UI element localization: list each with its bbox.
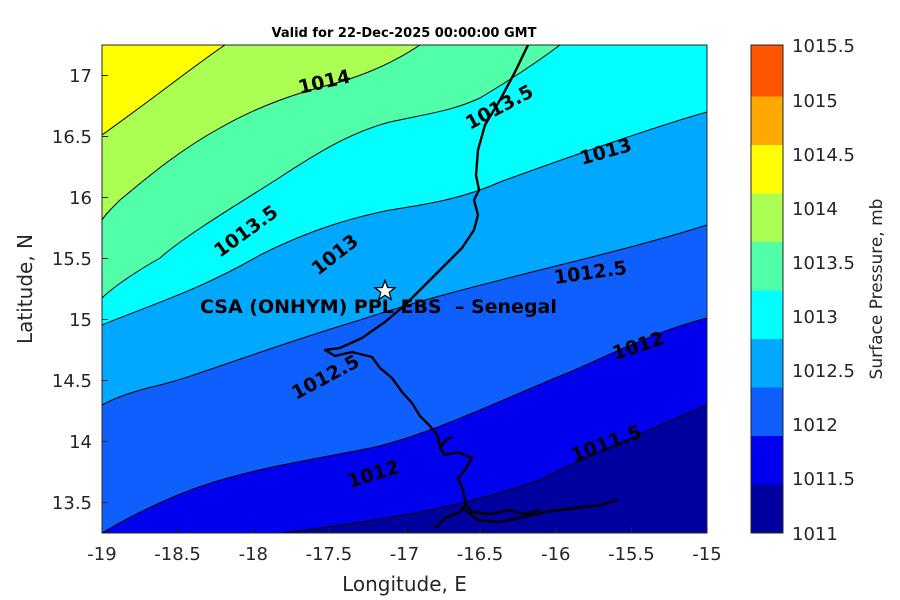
x-tick-label: -16.5: [457, 544, 504, 565]
y-tick-label: 13.5: [52, 493, 92, 514]
chart-title: Valid for 22-Dec-2025 00:00:00 GMT: [272, 26, 537, 41]
y-tick-labels: 13.5 14 14.5 15 15.5 16 16.5 17: [52, 66, 92, 514]
colorbar-segment: [751, 45, 783, 97]
coastline: [323, 45, 619, 529]
colorbar-tick-label: 1014.5: [792, 145, 855, 166]
contour-line-1011-5: [279, 404, 707, 533]
colorbar-tick-label: 1011.5: [792, 469, 855, 490]
x-tick-label: -17: [390, 544, 419, 565]
colorbar: [750, 44, 784, 534]
colorbar-segment: [751, 436, 783, 485]
band-1014: [102, 45, 420, 220]
contour-line-1014: [102, 45, 421, 221]
colorbar-segment: [751, 145, 783, 194]
x-tick-labels: -19 -18.5 -18 -17.5 -17 -16.5 -16 -15.5 …: [87, 544, 721, 565]
y-tick-label: 16.5: [52, 127, 92, 148]
station-label: CSA (ONHYM) PPL EBS – Senegal: [200, 296, 557, 318]
colorbar-tick-labels: 1011 1011.5 1012 1012.5 1013 1013.5 1014…: [792, 36, 855, 545]
colorbar-segment: [751, 339, 783, 388]
contour-line-1014-5: [102, 45, 226, 136]
colorbar-segment: [751, 242, 783, 291]
x-axis-label: Longitude, E: [342, 572, 467, 596]
colorbar-segment: [751, 193, 783, 242]
colorbar-tick-label: 1014: [792, 199, 838, 220]
colorbar-label: Surface Pressure, mb: [867, 199, 887, 380]
contour-lines: [102, 45, 707, 533]
colorbar-tick-label: 1013.5: [792, 253, 855, 274]
border-line: [323, 45, 530, 529]
station-star-icon: [373, 278, 397, 302]
x-tick-label: -16: [541, 544, 570, 565]
y-tick-label: 14: [69, 432, 92, 453]
y-tick-label: 15: [69, 310, 92, 331]
x-tick-label: -17.5: [306, 544, 353, 565]
colorbar-segment: [751, 484, 783, 533]
x-tick-label: -18: [239, 544, 268, 565]
x-tick-label: -19: [87, 544, 116, 565]
y-tick-label: 15.5: [52, 249, 92, 270]
y-axis-label: Latitude, N: [13, 234, 37, 344]
colorbar-tick-label: 1013: [792, 307, 838, 328]
colorbar-tick-label: 1015.5: [792, 36, 855, 57]
contour-line-1012: [102, 317, 707, 533]
colorbar-tick-label: 1011: [792, 524, 838, 545]
y-tick-label: 16: [69, 188, 92, 209]
border-line-south: [465, 504, 541, 516]
colorbar-segment: [751, 290, 783, 339]
y-tick-label: 14.5: [52, 371, 92, 392]
y-axis: [102, 75, 108, 503]
contour-line-1013-5: [102, 45, 561, 299]
contour-line-1012-5: [102, 224, 707, 406]
river-line: [439, 435, 619, 524]
colorbar-tick-label: 1012: [792, 415, 838, 436]
x-axis: [101, 527, 708, 533]
colorbar-tick-label: 1012.5: [792, 361, 855, 382]
colorbar-frame: [750, 44, 784, 534]
x-tick-label: -15.5: [608, 544, 655, 565]
y-tick-label: 17: [69, 66, 92, 87]
x-tick-label: -15: [692, 544, 721, 565]
colorbar-segment: [751, 387, 783, 436]
x-tick-label: -18.5: [154, 544, 201, 565]
colorbar-segment: [751, 96, 783, 145]
contour-map: [102, 45, 707, 533]
colorbar-tick-label: 1015: [792, 91, 838, 112]
contour-line-1013: [102, 111, 707, 326]
